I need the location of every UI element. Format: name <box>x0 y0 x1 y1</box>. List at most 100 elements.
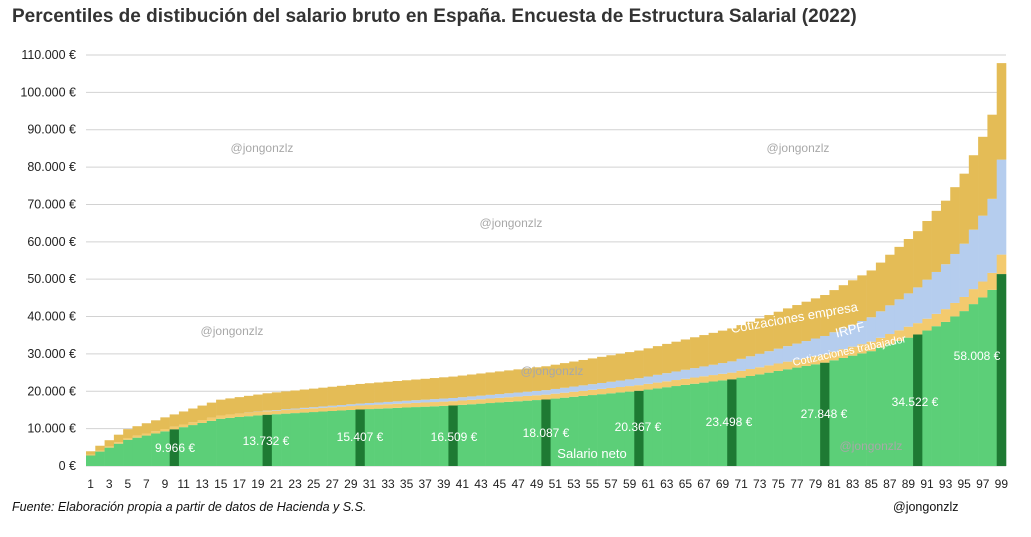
y-tick-label: 70.000 € <box>27 197 76 211</box>
bar-empresa-p25 <box>309 388 319 408</box>
bar-neto-p44 <box>485 403 496 466</box>
x-tick-label: 21 <box>270 477 284 491</box>
bar-empresa-p75 <box>773 311 784 349</box>
bar-neto-p55 <box>587 395 598 466</box>
bar-irpf-p28 <box>336 405 347 407</box>
bar-neto-p36 <box>411 407 421 466</box>
x-tick-label: 35 <box>400 477 414 491</box>
bar-neto-p68 <box>708 381 719 466</box>
bar-neto-p86 <box>875 347 886 466</box>
bar-empresa-p51 <box>550 364 561 389</box>
bar-irpf-p41 <box>457 397 468 401</box>
bar-empresa-p30 <box>355 383 366 404</box>
bar-irpf-p76 <box>782 346 793 362</box>
bar-empresa-p3 <box>104 440 115 447</box>
bar-irpf-p93 <box>940 264 951 310</box>
bar-irpf-p33 <box>383 401 393 405</box>
bar-trabajador-p2 <box>95 450 105 452</box>
bar-irpf-p92 <box>931 271 942 314</box>
bar-empresa-p73 <box>755 318 765 354</box>
x-tick-label: 13 <box>195 477 209 491</box>
bar-trabajador-p60 <box>634 385 644 391</box>
data-label-p70: 23.498 € <box>706 415 753 429</box>
bar-irpf-p75 <box>773 348 784 364</box>
bar-trabajador-p79 <box>810 356 821 365</box>
bar-empresa-p86 <box>875 262 886 312</box>
bar-neto-p69 <box>717 380 728 466</box>
bar-empresa-p6 <box>132 426 143 436</box>
author-handle: @jongonzlz <box>893 500 959 514</box>
bar-irpf-p57 <box>606 381 616 388</box>
x-tick-label: 49 <box>530 477 544 491</box>
bar-empresa-p43 <box>476 373 486 396</box>
bar-neto-p93 <box>940 321 951 466</box>
bar-trabajador-p57 <box>606 387 616 394</box>
bar-irpf-p42 <box>467 396 477 400</box>
bar-trabajador-p19 <box>253 412 263 416</box>
bar-trabajador-p22 <box>281 410 291 414</box>
bar-trabajador-p43 <box>476 399 486 404</box>
bar-neto-p81 <box>829 360 840 466</box>
bar-empresa-p62 <box>652 346 663 375</box>
bar-neto-p94 <box>950 316 960 466</box>
bar-neto-p73 <box>755 374 765 466</box>
bar-irpf-p64 <box>671 371 682 381</box>
bar-trabajador-p64 <box>671 380 682 387</box>
bar-neto-p87 <box>885 344 895 466</box>
bar-empresa-p91 <box>922 220 932 280</box>
bar-empresa-p29 <box>346 384 356 405</box>
bar-neto-p58 <box>615 392 626 466</box>
x-tick-label: 95 <box>958 477 972 491</box>
bar-irpf-p59 <box>624 379 635 387</box>
bar-empresa-p84 <box>857 275 867 322</box>
bar-neto-p78 <box>801 365 812 466</box>
bar-neto-p17 <box>234 416 245 466</box>
bar-empresa-p35 <box>401 380 412 401</box>
bar-empresa-p69 <box>717 330 728 364</box>
bar-neto-p46 <box>504 401 514 466</box>
bar-trabajador-p88 <box>894 330 905 341</box>
bar-irpf-p72 <box>745 356 756 370</box>
x-tick-label: 97 <box>976 477 990 491</box>
bar-trabajador-p53 <box>569 391 579 397</box>
bar-empresa-p74 <box>764 315 774 352</box>
bar-trabajador-p41 <box>457 400 468 405</box>
x-tick-label: 45 <box>493 477 507 491</box>
bar-trabajador-p29 <box>346 406 356 410</box>
bar-empresa-p46 <box>504 370 514 394</box>
bar-trabajador-p47 <box>513 396 524 402</box>
bar-trabajador-p46 <box>504 397 514 402</box>
bar-irpf-p99 <box>996 159 1007 255</box>
data-label-p60: 20.367 € <box>615 420 662 434</box>
bar-neto-p76 <box>782 369 793 466</box>
bar-irpf-p67 <box>699 366 709 377</box>
bar-irpf-p85 <box>866 317 877 342</box>
bar-neto-p96 <box>968 304 979 466</box>
bar-trabajador-p71 <box>736 370 747 378</box>
bar-neto-p9 <box>160 431 170 466</box>
x-tick-label: 43 <box>474 477 488 491</box>
bar-empresa-p94 <box>950 187 960 254</box>
data-label-p40: 16.509 € <box>431 430 478 444</box>
bar-trabajador-p14 <box>206 417 217 421</box>
bar-neto-p20 <box>262 414 273 466</box>
bar-irpf-p90 <box>913 287 923 324</box>
bar-empresa-p5 <box>123 429 133 438</box>
bar-trabajador-p97 <box>978 281 988 298</box>
bar-trabajador-p31 <box>364 405 375 410</box>
bar-neto-p7 <box>141 435 152 466</box>
bar-trabajador-p69 <box>717 373 728 381</box>
bar-empresa-p7 <box>141 423 152 434</box>
bar-neto-p53 <box>569 396 579 466</box>
bar-irpf-p73 <box>755 353 765 368</box>
bar-trabajador-p90 <box>913 323 923 335</box>
bar-trabajador-p42 <box>467 399 477 405</box>
bar-trabajador-p7 <box>141 433 152 436</box>
y-tick-label: 10.000 € <box>27 422 76 436</box>
bar-trabajador-p5 <box>123 437 133 440</box>
bar-irpf-p77 <box>792 343 802 360</box>
bar-empresa-p14 <box>206 402 217 418</box>
bar-empresa-p28 <box>336 385 347 406</box>
bar-empresa-p80 <box>820 295 830 336</box>
bar-trabajador-p51 <box>550 393 561 399</box>
